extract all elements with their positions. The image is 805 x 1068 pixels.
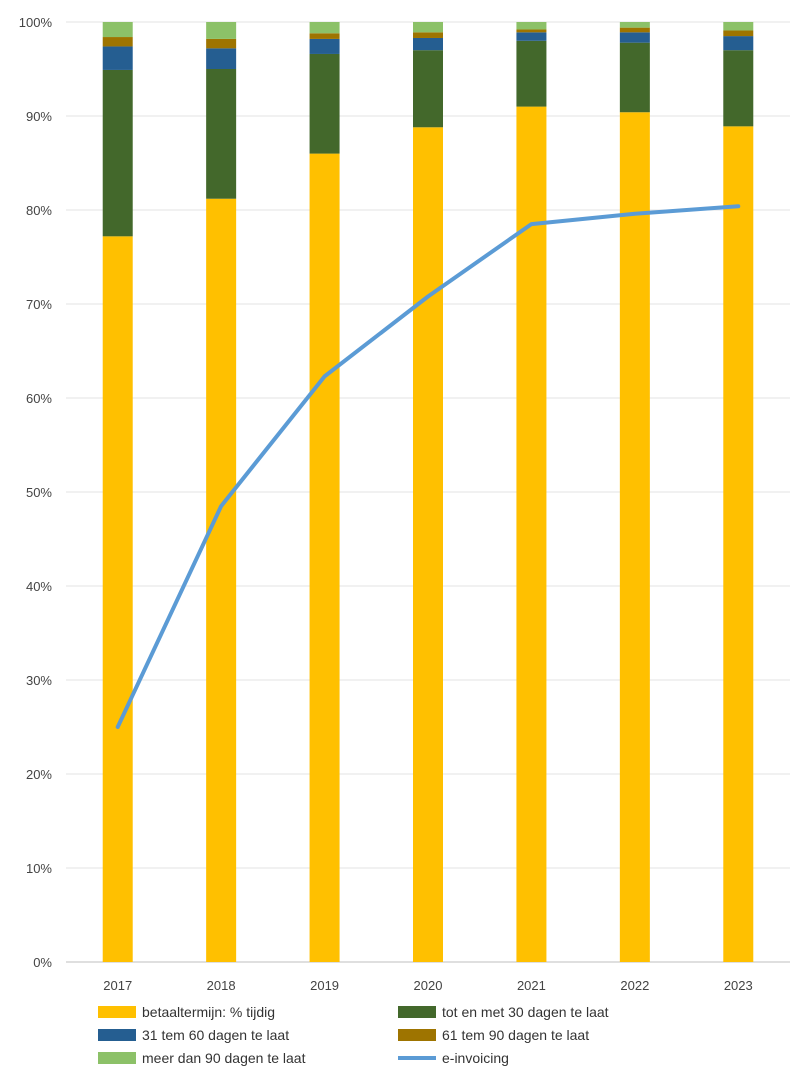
y-tick-label: 10% (26, 861, 52, 876)
bar-segment (723, 36, 754, 51)
bar-segment (516, 32, 547, 41)
bar-segment (413, 37, 443, 51)
legend-label: 61 tem 90 dagen te laat (442, 1027, 589, 1043)
legend-swatch (98, 1006, 136, 1018)
bar-segment (102, 37, 133, 47)
bar-segment (723, 30, 754, 37)
bar-segment (206, 48, 237, 69)
bar-segment (206, 22, 237, 39)
x-tick-label: 2017 (103, 978, 132, 993)
bar-segment (102, 236, 133, 962)
bar-segment (619, 22, 650, 28)
legend-label: tot en met 30 dagen te laat (442, 1004, 609, 1020)
x-tick-label: 2019 (310, 978, 339, 993)
bar-segment (516, 106, 547, 963)
e-invoicing-line-group (115, 204, 741, 729)
y-tick-label: 50% (26, 485, 52, 500)
y-tick-label: 30% (26, 673, 52, 688)
bar-segment (619, 112, 650, 963)
legend-swatch (398, 1006, 436, 1018)
y-tick-label: 90% (26, 109, 52, 124)
legend-swatch (98, 1029, 136, 1041)
bar-segment (413, 127, 443, 962)
bar-segment (723, 22, 754, 31)
bar-segment (516, 22, 547, 30)
y-tick-label: 60% (26, 391, 52, 406)
bar-segment (309, 38, 340, 54)
bar-segment (723, 50, 754, 127)
y-tick-label: 100% (19, 15, 53, 30)
bar-segment (619, 27, 650, 33)
x-tick-label: 2018 (207, 978, 236, 993)
y-tick-label: 70% (26, 297, 52, 312)
legend-label: meer dan 90 dagen te laat (142, 1050, 306, 1066)
bar-segment (102, 22, 133, 38)
bar-segment (516, 40, 547, 107)
bar-segment (102, 69, 133, 237)
y-tick-label: 80% (26, 203, 52, 218)
legend-swatch (398, 1029, 436, 1041)
bar-segment (309, 33, 340, 39)
x-tick-label: 2021 (517, 978, 546, 993)
legend-label: e-invoicing (442, 1050, 509, 1066)
bar-segment (619, 42, 650, 113)
e-invoicing-line (115, 204, 741, 729)
y-tick-label: 40% (26, 579, 52, 594)
bar-segment (309, 22, 340, 34)
bar-segment (206, 198, 237, 963)
y-axis: 0% 10% 20% 30% 40% 50% 60% 70% 80% 90% 100% (19, 15, 53, 970)
x-tick-label: 2022 (620, 978, 649, 993)
bar-segment (723, 126, 754, 963)
x-axis: 2017 2018 2019 2020 2021 2022 2023 (103, 978, 752, 993)
bars (102, 22, 754, 963)
bar-segment (102, 46, 133, 70)
bar-segment (413, 50, 443, 128)
bar-segment (309, 53, 340, 154)
x-tick-label: 2023 (724, 978, 753, 993)
x-tick-label: 2020 (414, 978, 443, 993)
bar-segment (619, 32, 650, 43)
bar-segment (206, 38, 237, 49)
bar-segment (413, 32, 443, 38)
legend-swatch (98, 1052, 136, 1064)
y-tick-label: 0% (33, 955, 52, 970)
bar-segment (413, 22, 443, 33)
bar-segment (516, 29, 547, 33)
bar-segment (309, 153, 340, 963)
bar-segment (206, 69, 237, 199)
legend: betaaltermijn: % tijdig tot en met 30 dag… (98, 1004, 609, 1066)
legend-label: betaaltermijn: % tijdig (142, 1004, 275, 1020)
legend-label: 31 tem 60 dagen te laat (142, 1027, 289, 1043)
y-tick-label: 20% (26, 767, 52, 782)
